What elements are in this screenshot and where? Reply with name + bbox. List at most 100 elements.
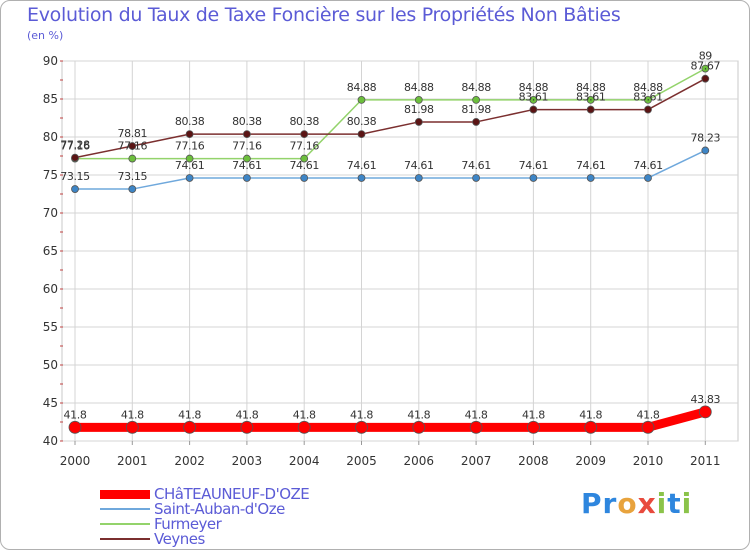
data-label: 80.38	[175, 115, 205, 128]
data-label: 80.38	[347, 115, 377, 128]
data-point	[355, 420, 368, 434]
data-point	[641, 420, 655, 434]
data-label: 78.23	[691, 131, 721, 144]
logo-letter: P	[581, 487, 603, 520]
data-point	[644, 174, 652, 182]
data-point	[240, 420, 254, 434]
data-point	[472, 96, 481, 104]
data-point	[71, 185, 79, 193]
data-label: 41.8	[293, 408, 316, 421]
data-point	[300, 130, 309, 139]
data-label: 43.83	[691, 393, 721, 406]
data-point	[300, 174, 309, 182]
data-label-layer: 41.8 41.8 41.8 41.8 41.8 41.8 41.8 41.8 41.8 41.8…	[60, 50, 721, 422]
data-point	[698, 405, 712, 419]
y-tick-label: 40	[43, 434, 58, 448]
data-point	[412, 420, 426, 434]
data-label: 41.8	[350, 408, 373, 421]
data-label: 87.67	[691, 60, 721, 73]
data-point	[586, 105, 595, 114]
logo-letter: x	[637, 487, 657, 520]
legend-item: Saint-Auban-d'Oze	[100, 500, 285, 518]
data-label: 77.16	[118, 140, 148, 153]
data-point	[414, 174, 423, 182]
data-point	[472, 174, 481, 182]
data-label: 84.88	[461, 81, 491, 94]
data-point	[414, 96, 423, 104]
data-point	[586, 174, 595, 182]
grid-layer	[61, 60, 739, 442]
series-layer	[68, 64, 712, 434]
y-tick-label: 75	[43, 168, 58, 182]
data-point	[71, 153, 79, 162]
legend-label: CHâTEAUNEUF-D'OZE	[154, 485, 310, 503]
data-label: 41.8	[637, 408, 660, 421]
data-label: 41.8	[407, 408, 430, 421]
series-line-0	[70, 407, 710, 432]
data-point	[128, 154, 137, 163]
data-point	[242, 130, 251, 139]
data-point	[185, 154, 194, 163]
data-point	[242, 174, 251, 182]
axis-layer: 40 45 50 55 60 65 70 75 80 85 90 2000 2001 2002 2003 20…	[43, 54, 721, 468]
data-point	[300, 154, 309, 163]
data-label: 74.61	[633, 159, 663, 172]
y-tick-label: 70	[43, 206, 58, 220]
data-point	[529, 105, 538, 114]
x-tick-label: 2003	[232, 454, 263, 468]
legend-item: Veynes	[100, 530, 205, 548]
y-tick-label: 45	[43, 396, 58, 410]
data-point	[357, 174, 366, 182]
data-label: 74.61	[347, 159, 377, 172]
data-label: 77.28	[60, 139, 90, 152]
legend-swatch	[100, 538, 150, 540]
data-label: 77.16	[175, 140, 205, 153]
x-tick-label: 2006	[404, 454, 435, 468]
data-label: 78.81	[118, 127, 148, 140]
data-point	[529, 96, 538, 104]
series-line-3	[74, 77, 707, 159]
data-label: 84.88	[347, 81, 377, 94]
data-point	[357, 130, 366, 139]
legend-label: Furmeyer	[154, 515, 222, 533]
legend-item: Furmeyer	[100, 515, 222, 533]
data-label: 81.98	[461, 103, 491, 116]
data-point	[185, 174, 194, 182]
data-label: 74.61	[461, 159, 491, 172]
data-point	[183, 420, 197, 434]
legend-swatch	[100, 489, 150, 499]
data-label: 74.61	[232, 159, 262, 172]
data-label: 41.8	[465, 408, 488, 421]
logo-letter: i	[656, 487, 668, 520]
data-label: 89	[699, 50, 713, 63]
y-tick-label: 80	[43, 130, 58, 144]
series-line-2	[74, 67, 707, 160]
legend-swatch	[100, 523, 150, 525]
data-label: 41.8	[121, 408, 144, 421]
data-point	[529, 174, 538, 182]
x-tick-label: 2004	[289, 454, 320, 468]
y-tick-label: 55	[43, 320, 58, 334]
data-label: 80.38	[289, 115, 319, 128]
y-tick-label: 90	[43, 54, 58, 68]
data-point	[644, 105, 652, 114]
data-label: 74.61	[404, 159, 434, 172]
x-tick-label: 2005	[346, 454, 377, 468]
legend-label: Saint-Auban-d'Oze	[154, 500, 285, 518]
data-label: 41.8	[64, 408, 87, 421]
data-point	[527, 420, 540, 434]
data-point	[414, 118, 423, 126]
legend-label: Veynes	[154, 530, 205, 548]
unit-label: (en %)	[27, 29, 64, 42]
x-tick-label: 2001	[117, 454, 148, 468]
data-label: 73.15	[118, 170, 148, 183]
data-label: 77.16	[60, 140, 90, 153]
proxiti-logo: Proxiti	[581, 487, 692, 520]
legend-swatch	[100, 508, 150, 510]
chart-title: Evolution du Taux de Taxe Foncière sur l…	[27, 4, 621, 26]
data-point	[644, 96, 652, 104]
data-label: 83.61	[633, 91, 663, 104]
data-label: 41.8	[235, 408, 258, 421]
data-label: 41.8	[178, 408, 201, 421]
